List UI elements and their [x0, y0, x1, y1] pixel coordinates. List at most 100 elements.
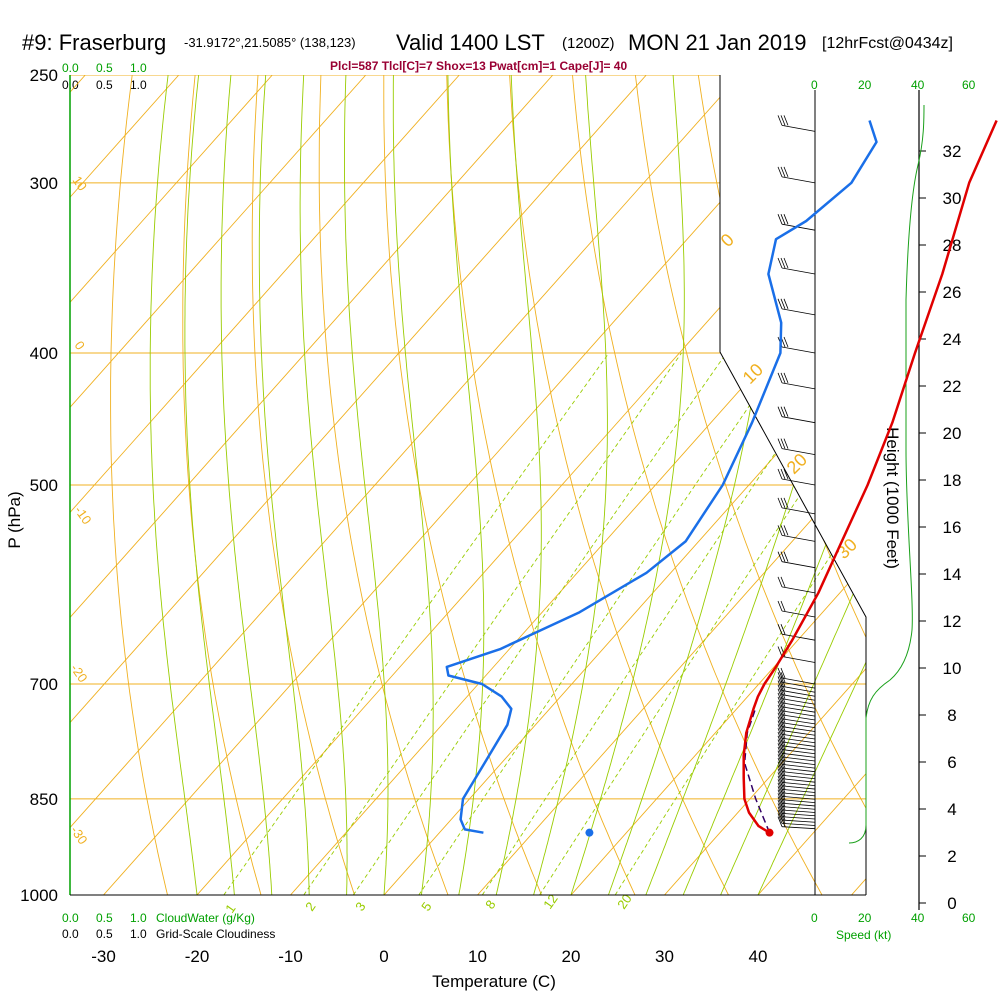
isotherm-label: 10	[739, 360, 767, 388]
moist-adiabat-line	[220, 75, 273, 895]
speed-scale-top: 0 20 40 60	[811, 78, 976, 92]
height-tick-label: 6	[947, 753, 956, 772]
wind-barb	[777, 468, 816, 486]
mixing-ratio-label: 20	[614, 891, 635, 911]
cloud-scale-top-black-1: 0.5	[96, 78, 113, 92]
moist-adiabat-line	[344, 75, 389, 895]
cloud-scale-bottom-black-1: 0.5	[96, 927, 113, 941]
moist-adiabat-line	[184, 75, 235, 895]
station-coords: -31.9172°,21.5085° (138,123)	[184, 35, 356, 50]
speed-bottom-20: 20	[858, 911, 872, 925]
dewpoint-profile-line	[445, 120, 878, 834]
wind-barb	[777, 497, 816, 515]
moist-adiabat-line	[720, 75, 866, 895]
mixing-ratio-line	[614, 352, 866, 895]
forecast-label: [12hrFcst@0434z]	[822, 35, 953, 52]
speed-top-20: 20	[858, 78, 872, 92]
cloud-scale-bottom-black-2: 1.0	[130, 927, 147, 941]
dry-adiabat-line	[446, 75, 636, 895]
height-tick-label: 18	[943, 471, 962, 490]
isotherm-line	[664, 75, 866, 895]
speed-scale-bottom: 0 20 40 60 Speed (kt)	[811, 911, 976, 942]
moist-adiabat-line	[149, 75, 198, 895]
speed-bottom-0: 0	[811, 911, 818, 925]
temperature-ticks: -30 -20 -10 0 10 20 30 40	[91, 947, 767, 966]
height-tick-label: 16	[943, 518, 962, 537]
height-tick-label: 32	[943, 142, 962, 161]
speed-top-0: 0	[811, 78, 818, 92]
x-axis-label: Temperature (C)	[432, 972, 556, 991]
isotherm-line	[70, 75, 741, 895]
cloud-scale-bottom-green-1: 0.5	[96, 911, 113, 925]
pressure-tick-label: 1000	[20, 886, 58, 905]
date-label: MON 21 Jan 2019	[628, 30, 807, 55]
isotherm-line	[383, 75, 866, 895]
dry-adiabat-line	[634, 75, 866, 895]
sounding-profiles	[445, 119, 998, 837]
moist-adiabat-line	[757, 75, 866, 895]
wind-barb	[777, 372, 816, 390]
dry-adiabat-line	[383, 75, 542, 895]
height-tick-label: 14	[943, 565, 962, 584]
mixing-ratio-line	[481, 352, 844, 895]
isotherm-label: 30	[833, 535, 861, 563]
wind-barbs	[777, 115, 816, 830]
pressure-tick-label: 850	[30, 790, 58, 809]
isotherm-line	[70, 75, 460, 895]
wind-barb	[777, 406, 816, 424]
cloudwater-label: CloudWater (g/Kg)	[156, 911, 255, 925]
wind-barb	[777, 214, 816, 231]
valid-time: Valid 1400 LST	[396, 30, 545, 55]
temperature-tick-label: 10	[468, 947, 487, 966]
surface-dewpoint-point	[585, 828, 594, 837]
mixing-ratio-line	[303, 352, 682, 895]
mixing-ratio-label: 2	[302, 899, 318, 914]
moist-adiabat-line	[258, 75, 310, 895]
dry-adiabat-line	[182, 75, 262, 895]
pressure-tick-label: 300	[30, 174, 58, 193]
dry-adiabat-line	[318, 75, 449, 895]
height-tick-label: 30	[943, 189, 962, 208]
speed-bottom-60: 60	[962, 911, 976, 925]
temperature-profile-line	[742, 119, 998, 834]
cloud-scale-bottom: 0.0 0.5 1.0 CloudWater (g/Kg) 0.0 0.5 1.…	[62, 911, 275, 941]
cloud-scale-bottom-green-2: 1.0	[130, 911, 147, 925]
temperature-tick-label: -30	[91, 947, 116, 966]
pressure-ticks: 250 300 400 500 700 850 1000	[20, 66, 58, 905]
y-axis-label: P (hPa)	[5, 491, 24, 548]
moist-adiabat-line	[392, 75, 434, 895]
wind-barb	[777, 551, 816, 569]
moist-adiabat-line	[533, 75, 608, 895]
mixing-ratio-line	[352, 352, 727, 895]
wind-barb	[777, 525, 816, 542]
height-tick-label: 22	[943, 377, 962, 396]
dry-adiabat-line	[509, 75, 729, 895]
dry-adiabat-label: -20	[68, 661, 91, 685]
temperature-tick-label: 0	[379, 947, 388, 966]
height-tick-label: 8	[947, 706, 956, 725]
stability-indices: Plcl=587 Tlcl[C]=7 Shox=13 Pwat[cm]=1 Ca…	[330, 59, 627, 73]
height-tick-label: 2	[947, 847, 956, 866]
isotherm-line	[70, 75, 367, 895]
pressure-tick-label: 250	[30, 66, 58, 85]
temperature-tick-label: 20	[562, 947, 581, 966]
cloud-scale-top-green-1: 0.5	[96, 61, 113, 75]
isotherm-line	[103, 75, 834, 895]
isotherm-line	[290, 75, 866, 895]
cloud-scale-top-black-2: 1.0	[130, 78, 147, 92]
wind-barb	[777, 166, 816, 184]
temperature-tick-label: 40	[749, 947, 768, 966]
temperature-tick-label: -10	[278, 947, 303, 966]
height-tick-label: 10	[943, 659, 962, 678]
cloud-scale-top-green-2: 1.0	[130, 61, 147, 75]
wind-barb	[777, 257, 816, 275]
wind-speed-profile	[848, 104, 925, 844]
moist-adiabat-line	[682, 75, 866, 895]
dry-adiabat-label: 0	[72, 338, 88, 353]
mixing-ratio-label: 8	[482, 897, 498, 912]
isotherm-line	[70, 75, 647, 895]
cloud-scale-top-green-0: 0.0	[62, 61, 79, 75]
